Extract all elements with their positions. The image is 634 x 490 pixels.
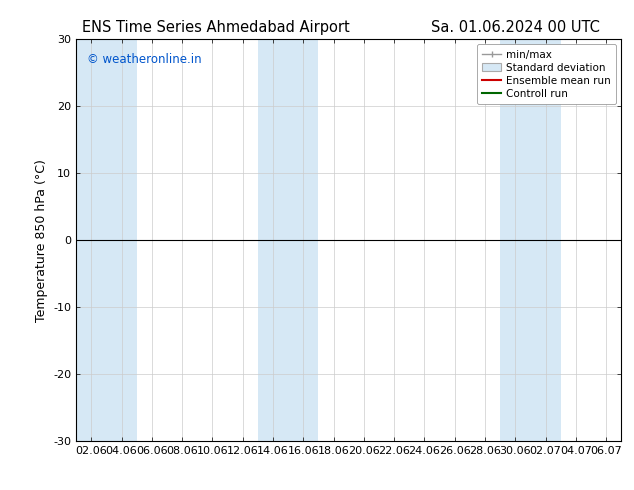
Legend: min/max, Standard deviation, Ensemble mean run, Controll run: min/max, Standard deviation, Ensemble me… (477, 45, 616, 104)
Bar (76, 39, 137, 441)
Bar (500, 39, 560, 441)
Text: © weatheronline.in: © weatheronline.in (87, 53, 202, 66)
Bar (258, 39, 318, 441)
Y-axis label: Temperature 850 hPa (°C): Temperature 850 hPa (°C) (34, 159, 48, 321)
Text: Sa. 01.06.2024 00 UTC: Sa. 01.06.2024 00 UTC (431, 20, 600, 35)
Text: ENS Time Series Ahmedabad Airport: ENS Time Series Ahmedabad Airport (82, 20, 350, 35)
